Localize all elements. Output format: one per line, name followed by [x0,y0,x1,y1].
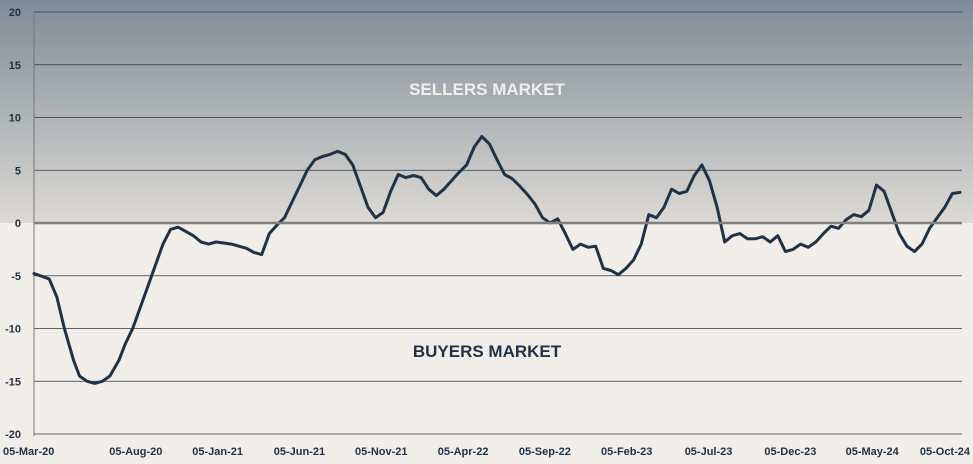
x-tick-label: 05-Jan-21 [192,446,243,458]
x-tick-label: 05-Mar-20 [3,446,54,458]
buyers-market-label: BUYERS MARKET [413,342,562,361]
x-tick-label: 05-Jul-23 [685,446,733,458]
x-tick-label: 05-Sep-22 [519,446,571,458]
y-tick-label: -15 [5,376,21,388]
x-tick-label: 05-Feb-23 [601,446,652,458]
x-axis-tick-labels: 05-Mar-20 05-Aug-20 05-Jan-21 05-Jun-21 05-N… [3,446,971,458]
y-axis-tick-labels: 20 15 10 5 0 -5 -10 -15 -20 [5,7,21,441]
y-tick-label: -10 [5,324,21,336]
x-tick-label: 05-Apr-22 [438,446,489,458]
y-tick-label: 5 [15,165,21,177]
x-tick-label: 05-Aug-20 [109,446,162,458]
y-tick-label: 15 [9,60,21,72]
y-tick-label: 10 [9,113,21,125]
x-tick-label: 05-Oct-24 [920,446,971,458]
sellers-zone-background [0,0,973,223]
y-tick-label: -20 [5,429,21,441]
y-tick-label: 20 [9,7,21,19]
sellers-market-label: SELLERS MARKET [409,80,565,99]
buyers-zone-background [0,223,973,464]
y-tick-label: 0 [15,218,21,230]
x-tick-label: 05-Nov-21 [355,446,408,458]
x-tick-label: 05-Jun-21 [274,446,325,458]
x-tick-label: 05-Dec-23 [764,446,816,458]
y-tick-label: -5 [11,271,21,283]
series-line [32,135,962,385]
horizontal-gridlines [34,11,962,435]
x-tick-label: 05-May-24 [846,446,900,458]
